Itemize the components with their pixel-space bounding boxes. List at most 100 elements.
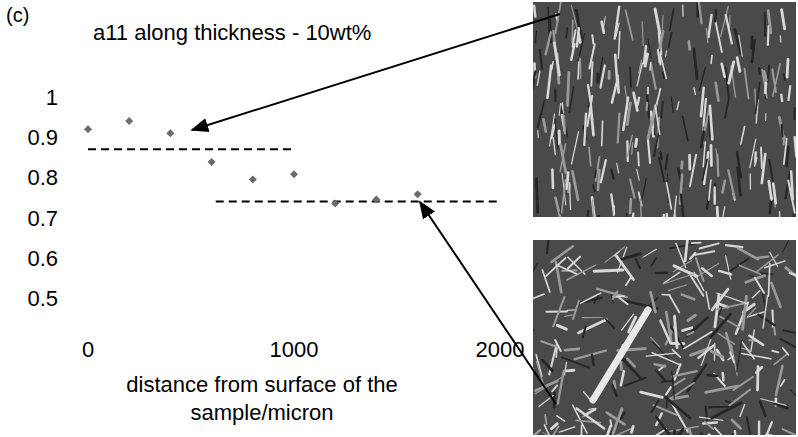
x-tick-label: 2000 — [476, 337, 525, 362]
texture — [725, 97, 729, 118]
texture — [543, 433, 551, 435]
texture — [638, 98, 640, 105]
texture — [580, 293, 600, 303]
x-tick — [88, 299, 89, 302]
texture — [788, 86, 790, 100]
y-tick-label: 0.8 — [27, 165, 58, 190]
texture — [662, 15, 664, 30]
texture — [573, 300, 579, 319]
texture — [692, 242, 701, 244]
texture — [572, 171, 578, 199]
texture — [758, 257, 768, 258]
data-point — [166, 129, 174, 137]
texture — [781, 125, 784, 137]
data-point — [372, 196, 380, 204]
texture — [652, 353, 681, 365]
texture — [586, 211, 589, 217]
data-point — [331, 200, 339, 208]
texture — [565, 315, 572, 316]
texture — [583, 327, 586, 337]
texture — [642, 22, 643, 46]
texture — [719, 307, 722, 314]
texture — [758, 315, 774, 326]
texture — [749, 336, 763, 345]
texture — [680, 162, 683, 169]
texture — [591, 62, 592, 86]
texture — [634, 139, 638, 146]
texture — [699, 243, 718, 248]
texture — [739, 35, 742, 56]
texture — [661, 321, 671, 343]
texture — [701, 433, 705, 435]
texture — [771, 283, 780, 307]
texture — [684, 332, 712, 349]
texture — [716, 83, 719, 101]
texture — [561, 145, 566, 173]
texture — [545, 415, 546, 424]
texture — [627, 213, 629, 217]
texture — [784, 330, 796, 333]
texture — [726, 333, 732, 353]
texture — [682, 5, 683, 16]
texture — [672, 371, 697, 376]
texture — [626, 277, 631, 285]
texture — [666, 387, 671, 394]
texture — [666, 397, 690, 417]
texture — [597, 289, 626, 297]
texture — [615, 7, 620, 39]
texture — [546, 311, 566, 313]
texture — [659, 158, 664, 182]
texture — [761, 399, 786, 406]
texture — [606, 319, 614, 328]
texture — [773, 184, 776, 204]
texture — [573, 405, 587, 433]
chart: (c)a11 along thickness - 10wt%0.50.60.70… — [0, 0, 798, 437]
texture — [706, 28, 708, 42]
plot-area — [84, 117, 500, 207]
texture — [560, 144, 565, 171]
texture — [769, 264, 770, 296]
y-tick — [84, 137, 87, 138]
micrograph-bg — [533, 240, 796, 435]
texture — [666, 155, 668, 169]
texture — [786, 59, 790, 77]
texture — [631, 214, 634, 217]
y-tick — [84, 97, 87, 98]
texture — [677, 102, 679, 110]
data-point — [125, 117, 133, 125]
texture — [742, 342, 754, 359]
texture — [711, 351, 723, 357]
texture — [688, 315, 695, 320]
texture — [542, 360, 552, 371]
y-tick-label: 0.9 — [27, 125, 58, 150]
texture — [683, 117, 688, 141]
texture — [542, 426, 559, 435]
texture — [672, 371, 674, 399]
texture — [762, 70, 767, 98]
texture — [627, 135, 632, 157]
texture — [534, 294, 545, 298]
texture — [694, 88, 695, 94]
texture — [780, 36, 782, 42]
texture — [612, 385, 616, 396]
x-axis-title-line: sample/micron — [190, 400, 333, 425]
texture — [616, 256, 633, 280]
texture — [551, 170, 554, 189]
texture — [682, 295, 694, 300]
texture — [702, 268, 712, 276]
texture — [760, 401, 765, 415]
texture — [717, 293, 747, 304]
texture — [688, 155, 691, 169]
texture — [541, 341, 557, 347]
texture — [608, 429, 632, 435]
texture — [728, 170, 734, 197]
texture — [654, 129, 655, 135]
texture — [765, 114, 766, 121]
texture — [593, 185, 594, 191]
texture — [592, 355, 594, 366]
texture — [687, 332, 693, 335]
texture — [708, 374, 717, 377]
texture — [667, 183, 672, 209]
texture — [533, 330, 534, 346]
texture — [621, 371, 624, 385]
